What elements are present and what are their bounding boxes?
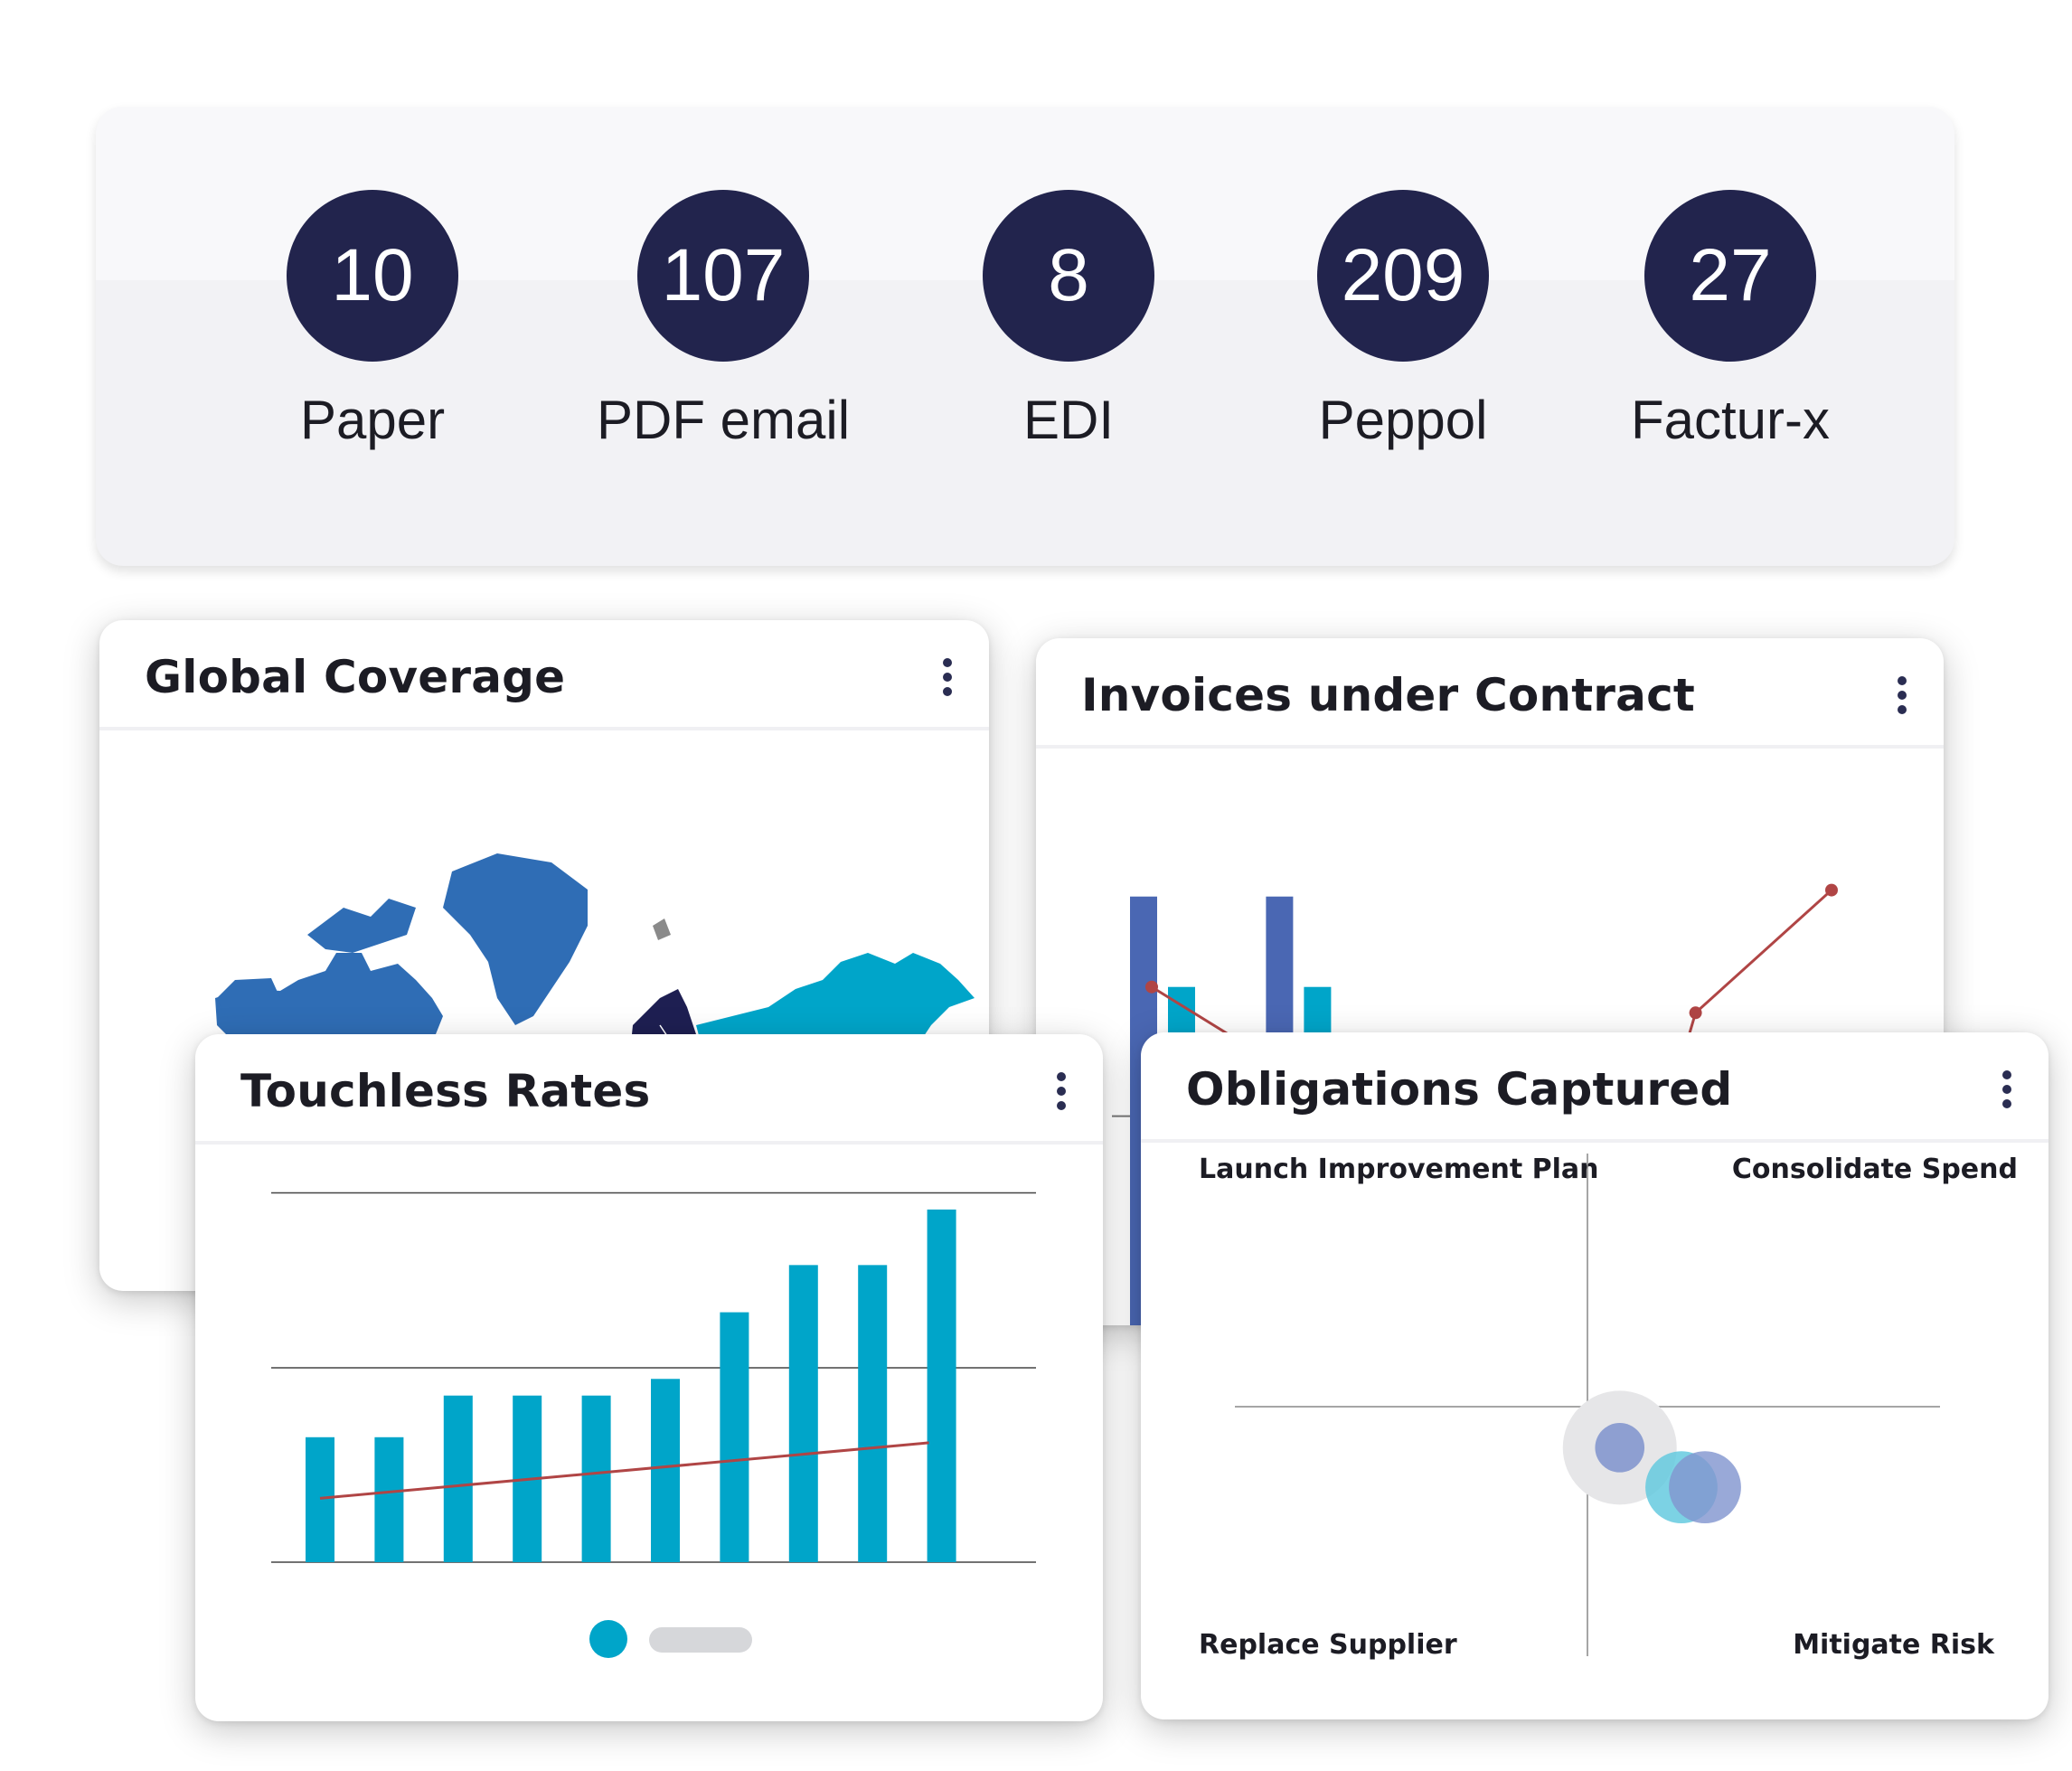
bar	[927, 1209, 956, 1562]
touchless-chart	[271, 1192, 1036, 1563]
bar	[374, 1437, 404, 1562]
quadrant-label-bottom-left: Replace Supplier	[1199, 1629, 1457, 1661]
map-svalbard	[653, 918, 671, 940]
stat-paper: 10 Paper	[192, 190, 553, 451]
bar	[581, 1395, 611, 1562]
more-options-icon[interactable]	[937, 656, 958, 698]
stat-pdf-email: 107 PDF email	[542, 190, 904, 451]
map-alaska	[217, 978, 280, 1018]
map-greenland	[443, 853, 588, 1025]
stat-edi: 8 EDI	[888, 190, 1249, 451]
more-options-icon[interactable]	[1050, 1070, 1072, 1112]
trend-line	[319, 1441, 929, 1500]
stat-factur-x-value: 27	[1644, 190, 1816, 362]
bar	[651, 1379, 680, 1562]
more-options-icon[interactable]	[1996, 1069, 2018, 1110]
touchless-rates-card[interactable]: Touchless Rates	[195, 1034, 1103, 1721]
map-arctic-islands	[307, 899, 416, 953]
page-dot-active[interactable]	[589, 1620, 627, 1658]
trend-point	[1145, 980, 1158, 994]
pagination-dots	[589, 1620, 770, 1660]
card-title: Global Coverage	[145, 651, 566, 703]
bar	[858, 1265, 888, 1562]
stat-edi-label: EDI	[1022, 390, 1115, 450]
card-header: Global Coverage	[99, 620, 989, 730]
card-header: Obligations Captured	[1141, 1032, 2048, 1143]
channel-stats-panel: 10 Paper 107 PDF email 8 EDI 209 Peppol …	[96, 107, 1954, 566]
stat-factur-x-label: Factur-x	[1630, 390, 1831, 450]
obligations-chart	[1235, 1154, 1940, 1656]
trend-point	[1689, 1006, 1702, 1020]
stat-peppol: 209 Peppol	[1222, 190, 1584, 451]
stat-paper-value: 10	[287, 190, 458, 362]
quadrant-label-bottom-right: Mitigate Risk	[1793, 1629, 1994, 1661]
stat-factur-x: 27 Factur-x	[1549, 190, 1911, 451]
bar	[306, 1437, 334, 1562]
stat-peppol-label: Peppol	[1318, 390, 1488, 450]
quadrant-label-top-right: Consolidate Spend	[1731, 1154, 2018, 1185]
quadrant-label-top-left: Launch Improvement Plan	[1199, 1154, 1599, 1185]
card-header: Touchless Rates	[195, 1034, 1103, 1145]
stat-peppol-value: 209	[1317, 190, 1489, 362]
card-title: Touchless Rates	[240, 1065, 651, 1117]
stat-paper-label: Paper	[299, 390, 446, 450]
bar	[720, 1312, 749, 1562]
trend-point	[1825, 883, 1838, 897]
bubble	[1669, 1451, 1741, 1523]
obligations-captured-card[interactable]: Obligations Captured Launch Improvement …	[1141, 1032, 2048, 1719]
bubble	[1595, 1423, 1645, 1473]
bar	[443, 1395, 473, 1562]
stat-pdf-email-label: PDF email	[596, 390, 851, 450]
page-dot-inactive[interactable]	[649, 1627, 752, 1653]
stat-edi-value: 8	[983, 190, 1154, 362]
card-header: Invoices under Contract	[1036, 638, 1944, 749]
card-title: Invoices under Contract	[1081, 669, 1696, 721]
card-title: Obligations Captured	[1186, 1063, 1733, 1116]
bar	[788, 1265, 818, 1562]
stat-pdf-email-value: 107	[637, 190, 809, 362]
more-options-icon[interactable]	[1891, 674, 1913, 716]
